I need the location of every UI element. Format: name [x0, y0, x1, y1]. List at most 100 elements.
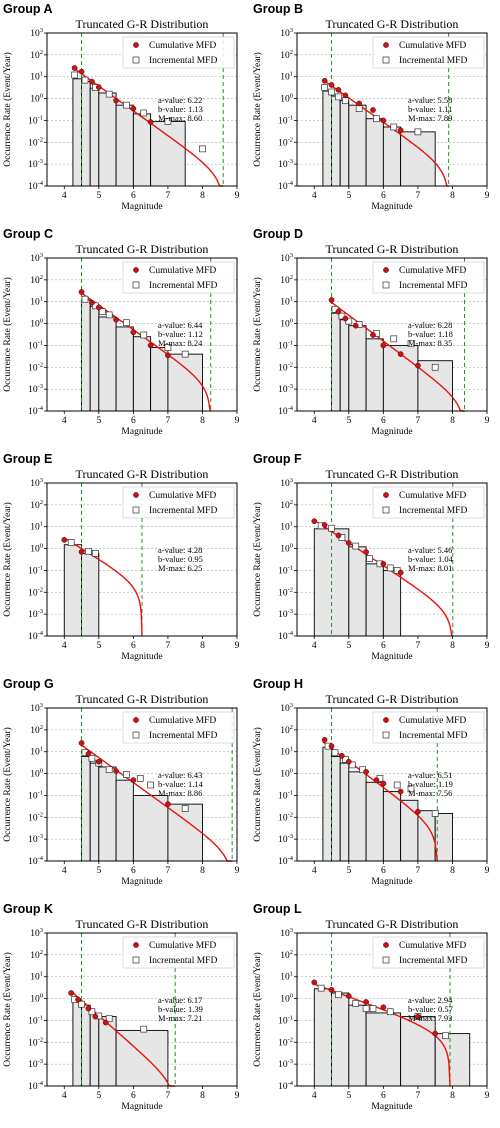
- cumulative-point: [363, 768, 369, 775]
- truncated-gr-curve: [81, 744, 233, 862]
- x-tick-label: 7: [416, 866, 421, 876]
- legend-incremental-marker: [132, 956, 140, 964]
- group-label: Group B: [253, 2, 303, 16]
- x-tick-label: 8: [200, 641, 205, 651]
- chart-title: Truncated G-R Distribution: [76, 692, 209, 706]
- chart-title: Truncated G-R Distribution: [76, 467, 209, 481]
- param-b: b-value: 1.13: [158, 104, 203, 114]
- incremental-point: [342, 97, 349, 105]
- cumulative-point: [335, 87, 342, 93]
- legend-incremental-label: Incremental MFD: [149, 56, 217, 66]
- chart-svg: 4 5 6 7 8 9 10-4 10-3 10-2 10-1 100 101 102 103 Trunca…: [252, 692, 490, 887]
- chart-title: Truncated G-R Distribution: [76, 917, 209, 931]
- param-a: a-value: 4.28: [158, 545, 202, 555]
- x-tick-label: 4: [62, 641, 67, 651]
- x-tick-label: 7: [166, 416, 171, 426]
- bar: [89, 762, 100, 862]
- bar: [365, 338, 384, 412]
- y-tick-label: 101: [280, 521, 293, 533]
- cumulative-point: [328, 987, 335, 993]
- x-tick-label: 9: [235, 416, 240, 426]
- param-b: b-value: 1.04: [408, 554, 454, 564]
- legend: Cumulative MFD Incremental MFD: [372, 936, 485, 969]
- group-label: Group D: [253, 227, 303, 241]
- x-tick-label: 5: [346, 866, 351, 876]
- legend-cumulative-label: Cumulative MFD: [399, 266, 466, 276]
- cumulative-point: [370, 107, 376, 113]
- bar: [348, 1004, 367, 1087]
- cumulative-point: [147, 119, 154, 125]
- bar: [348, 104, 367, 187]
- chart-svg: 4 5 6 7 8 9 10-4 10-3 10-2 10-1 100 101 102 103 Trunca…: [252, 242, 490, 437]
- y-tick-label: 102: [30, 949, 43, 961]
- legend-incremental-label: Incremental MFD: [149, 731, 217, 741]
- bar: [81, 756, 91, 862]
- bar: [331, 95, 341, 187]
- bar: [150, 347, 169, 412]
- param-a: a-value: 5.46: [408, 545, 452, 555]
- y-tick-label: 10-2: [278, 811, 293, 823]
- y-tick-label: 10-4: [278, 405, 294, 417]
- incremental-point: [407, 785, 415, 793]
- legend-incremental-marker: [132, 731, 140, 739]
- cumulative-point: [113, 316, 119, 323]
- cumulative-point: [380, 342, 387, 349]
- y-tick-label: 10-3: [28, 833, 43, 845]
- legend-cumulative-marker: [383, 492, 389, 498]
- y-tick-label: 103: [280, 477, 293, 489]
- incremental-point: [81, 76, 89, 84]
- bar: [115, 779, 134, 862]
- bar: [339, 762, 350, 862]
- chart-svg: 4 5 6 7 8 9 10-4 10-3 10-2 10-1 100 101 102 103 Trunca…: [2, 692, 240, 887]
- y-tick-label: 10-4: [28, 180, 44, 192]
- bar: [365, 781, 384, 862]
- x-tick-label: 8: [450, 1091, 455, 1101]
- incremental-point: [373, 115, 380, 123]
- y-tick-label: 100: [280, 768, 293, 780]
- bar: [98, 766, 117, 862]
- y-tick-label: 102: [280, 274, 293, 286]
- bar: [72, 78, 82, 187]
- y-tick-label: 101: [280, 971, 293, 983]
- cumulative-point: [352, 322, 359, 329]
- axes-frame: [46, 32, 238, 187]
- legend-incremental-label: Incremental MFD: [149, 506, 217, 516]
- group-label: Group A: [3, 2, 53, 16]
- param-b: b-value: 1.39: [158, 1004, 203, 1014]
- x-tick-label: 7: [416, 191, 421, 201]
- cumulative-point: [130, 777, 137, 784]
- y-tick-label: 102: [280, 949, 293, 961]
- x-tick-label: 6: [131, 416, 136, 426]
- incremental-point: [88, 754, 96, 762]
- x-axis-label: Magnitude: [371, 877, 412, 887]
- incremental-point: [105, 311, 113, 319]
- bar: [382, 569, 402, 637]
- y-tick-label: 10-2: [28, 586, 43, 598]
- legend-incremental-marker: [382, 956, 390, 964]
- incremental-point: [352, 1000, 360, 1007]
- x-tick-label: 9: [485, 866, 490, 876]
- y-tick-label: 10-4: [278, 1080, 294, 1092]
- chart-panel: Group A 4 5 6 7 8 9 10-4 10-3 10-2 10-1 100 101 102 10…: [0, 0, 250, 225]
- legend-box: [372, 936, 485, 969]
- cumulative-point: [397, 569, 404, 576]
- cumulative-point: [311, 518, 318, 524]
- cumulative-point: [95, 304, 102, 311]
- bar: [400, 799, 419, 862]
- bar: [365, 563, 384, 637]
- cumulative-point: [328, 743, 335, 749]
- bar: [72, 1000, 82, 1087]
- x-axis-label: Magnitude: [121, 877, 162, 887]
- cumulative-point: [71, 65, 78, 71]
- y-tick-label: 101: [30, 971, 43, 983]
- x-tick-label: 8: [200, 1091, 205, 1101]
- incremental-point: [355, 105, 363, 112]
- incremental-point: [181, 805, 189, 812]
- cumulative-point: [339, 752, 345, 759]
- y-tick-label: 10-1: [28, 789, 43, 801]
- incremental-point: [181, 350, 189, 358]
- cumulative-point: [397, 788, 404, 795]
- bar: [115, 326, 134, 412]
- y-tick-label: 100: [30, 543, 43, 555]
- x-axis-label: Magnitude: [371, 427, 412, 437]
